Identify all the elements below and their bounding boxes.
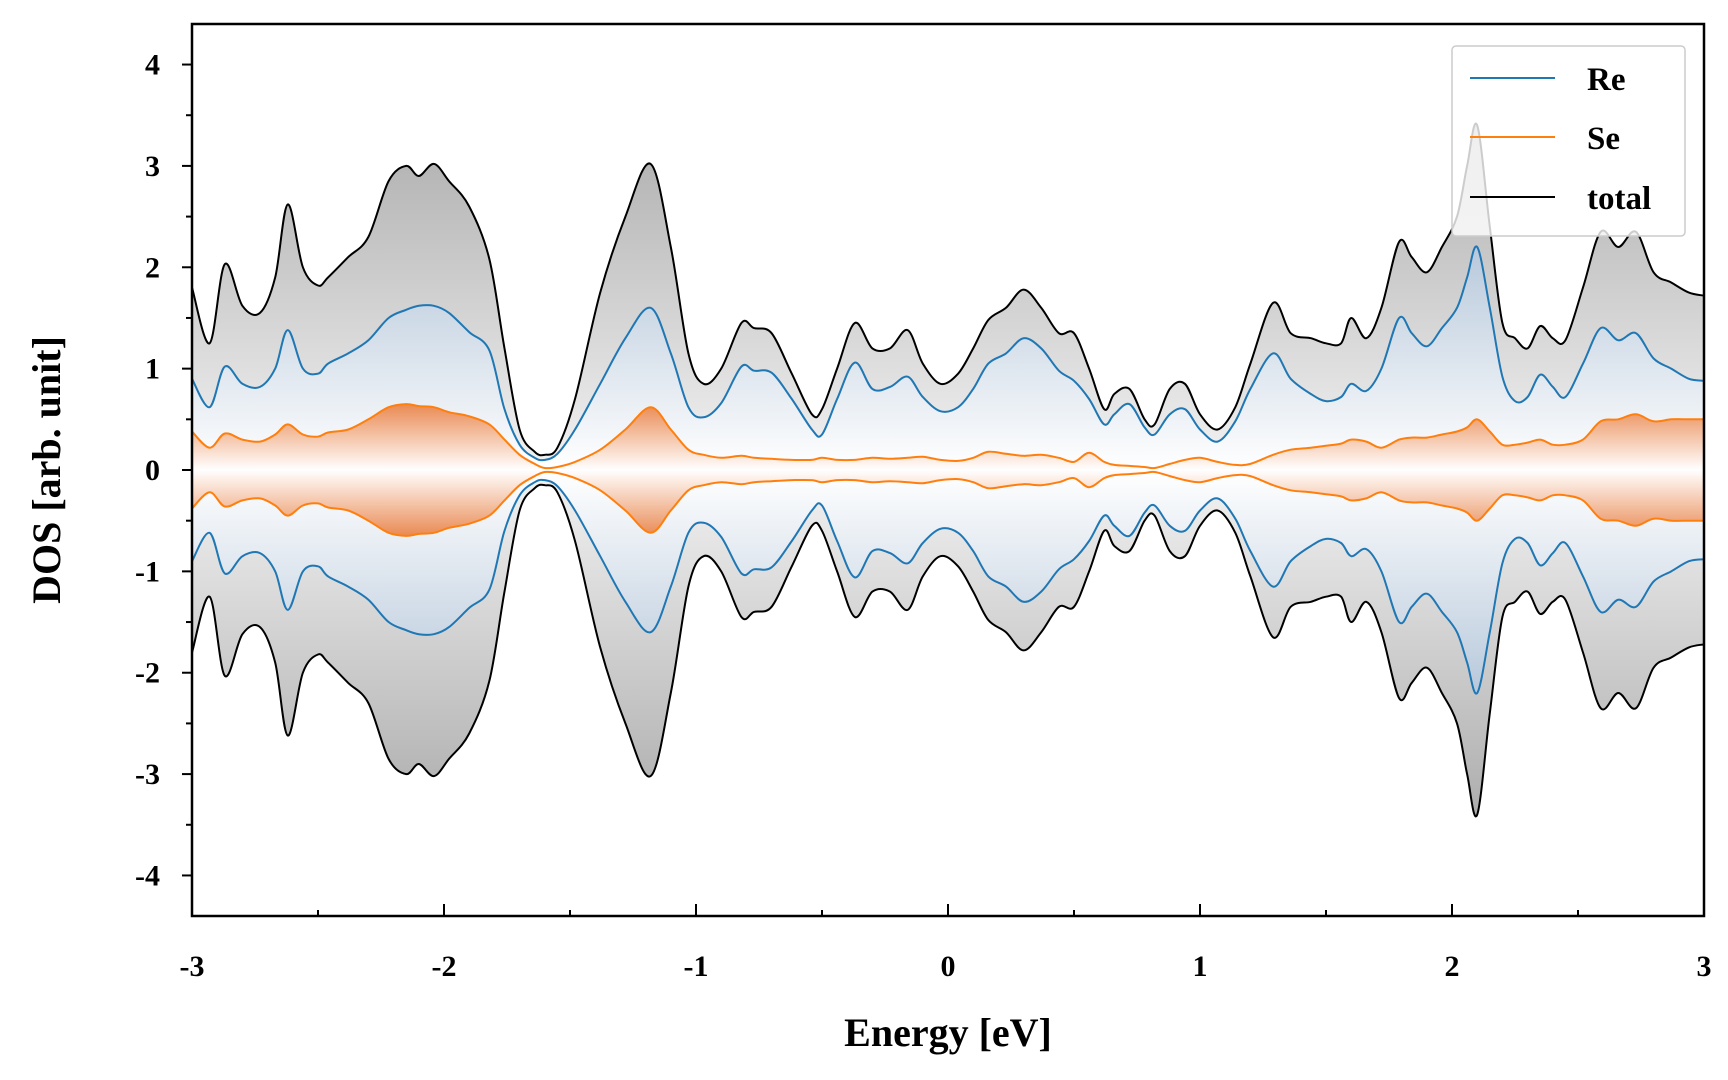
re-line-positive: [192, 245, 1704, 462]
x-tick-label: 2: [1445, 950, 1460, 983]
y-axis-label: DOS [arb. unit]: [24, 336, 69, 604]
legend-total-label: total: [1587, 181, 1651, 217]
legend-se-label: Se: [1587, 121, 1620, 157]
x-tick-label: 1: [1193, 950, 1208, 983]
x-tick-label: 3: [1697, 950, 1712, 983]
y-tick-label: -1: [135, 555, 160, 588]
x-tick-label: -2: [432, 950, 457, 983]
se-fill-area: [192, 404, 1704, 536]
y-tick-labels: 4 3 2 1 0 -1 -2 -3 -4: [135, 49, 160, 893]
legend-re-label: Re: [1587, 62, 1625, 98]
y-tick-label: -4: [135, 859, 160, 892]
legend: Re Se total: [1451, 45, 1686, 237]
x-tick-label: -3: [180, 950, 205, 983]
y-tick-label: 3: [145, 150, 160, 183]
y-tick-label: 1: [145, 353, 160, 386]
se-line-negative: [192, 470, 1704, 537]
x-tick-label: 0: [941, 950, 956, 983]
y-tick-label: -3: [135, 758, 160, 791]
total-line-negative: [192, 483, 1704, 818]
y-tick-label: -2: [135, 657, 160, 690]
y-tick-label: 0: [145, 454, 160, 487]
plot-frame: [190, 22, 1706, 918]
y-tick-label: 4: [145, 49, 160, 82]
legend-box: [1451, 45, 1686, 237]
y-tick-label: 2: [145, 251, 160, 284]
re-line-negative: [192, 478, 1704, 695]
x-tick-label: -1: [684, 950, 709, 983]
se-line-positive: [192, 403, 1704, 470]
x-axis-label: Energy [eV]: [844, 1010, 1052, 1055]
x-tick-labels: -3 -2 -1 0 1 2 3: [180, 950, 1712, 983]
plot-area: [192, 122, 1704, 818]
